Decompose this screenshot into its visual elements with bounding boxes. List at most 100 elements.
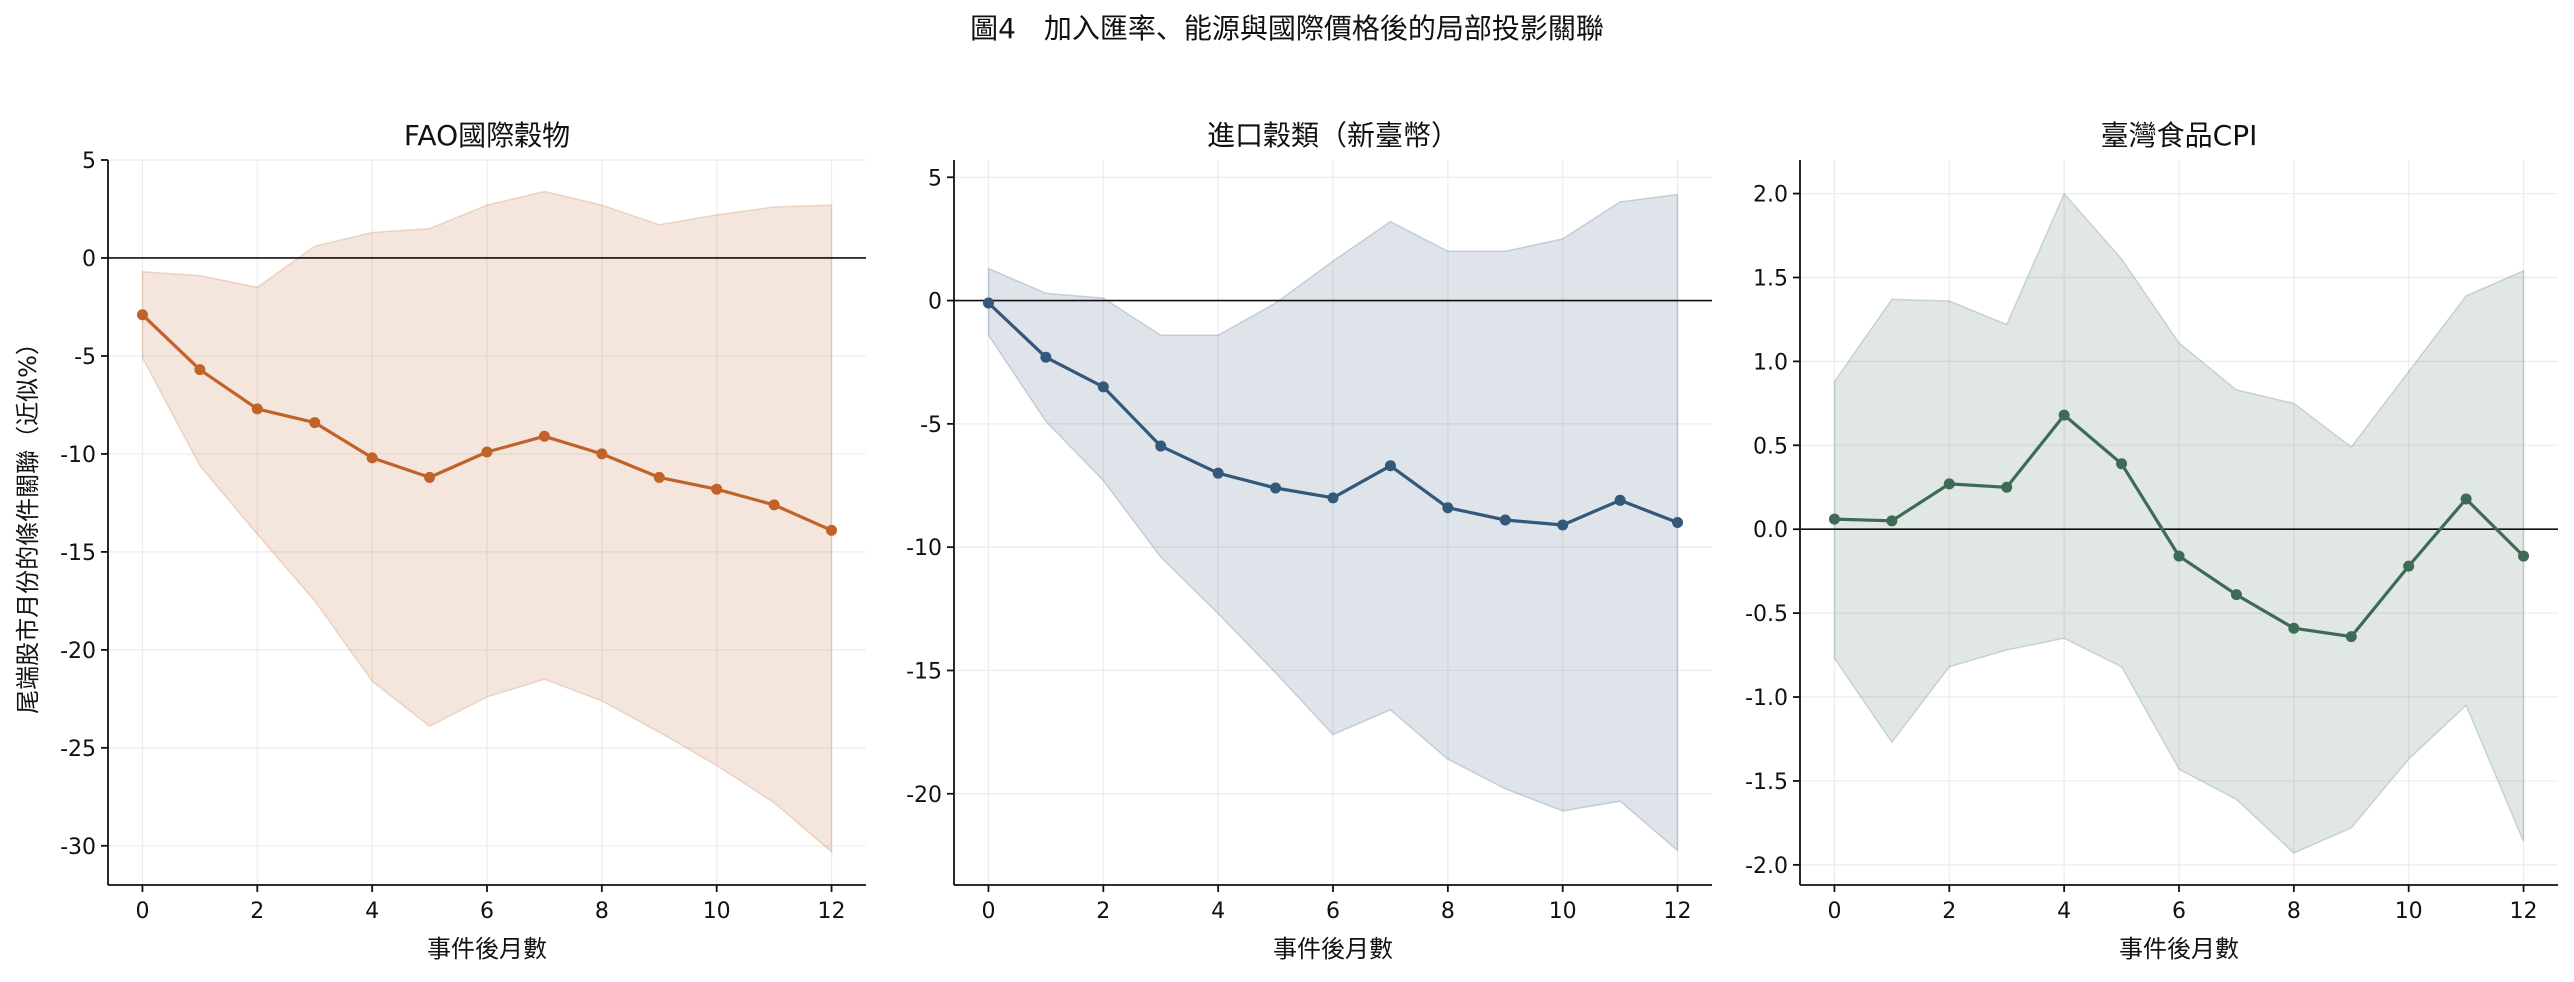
data-point [2518, 550, 2530, 562]
data-point [2173, 550, 2185, 562]
x-tick-label: 8 [2287, 899, 2301, 924]
data-point [1212, 467, 1224, 479]
chart-panel-2: 5 0 -5 -10 -15 -20 0 2 4 6 8 10 12 進口穀類（新臺幣） 事件後月數 [906, 119, 1712, 963]
data-point [1557, 519, 1569, 531]
panel-title: 臺灣食品CPI [2101, 119, 2258, 152]
data-point [982, 297, 994, 309]
x-tick-label: 8 [595, 899, 609, 924]
y-tick-label: -2.0 [1745, 854, 1788, 879]
x-tick-label: 2 [1096, 899, 1110, 924]
data-point [136, 309, 148, 321]
y-tick-label: 2.0 [1753, 183, 1788, 208]
y-tick-label: 0 [82, 247, 96, 272]
x-tick-label: 4 [2057, 899, 2071, 924]
data-point [2116, 458, 2128, 470]
data-point [596, 448, 608, 460]
y-tick-label: 0.0 [1753, 518, 1788, 543]
data-point [1499, 514, 1511, 526]
data-point [1828, 513, 1840, 525]
y-tick-label: -1.0 [1745, 686, 1788, 711]
y-tick-label: -30 [60, 835, 96, 860]
y-tick-label: -15 [906, 659, 942, 684]
data-point [2288, 622, 2300, 634]
data-point [2403, 560, 2415, 572]
data-point [194, 364, 206, 376]
chart-panel-1: 5 0 -5 -10 -15 -20 -25 -30 0 2 4 6 8 10 12 FAO國際穀物事件後月數… [14, 119, 866, 963]
x-tick-label: 4 [365, 899, 379, 924]
y-axis-label: 尾端股市月份的條件關聯（近似%） [14, 331, 42, 714]
x-axis-label: 事件後月數 [427, 935, 547, 963]
data-point [826, 524, 838, 536]
x-tick-label: 4 [1211, 899, 1225, 924]
x-tick-label: 10 [1549, 899, 1577, 924]
x-tick-label: 10 [703, 899, 731, 924]
data-point [2058, 409, 2070, 421]
data-point [1943, 478, 1955, 490]
panel-title: FAO國際穀物 [404, 119, 570, 152]
confidence-band [1833, 192, 2525, 854]
data-point [1327, 492, 1339, 504]
x-tick-label: 6 [480, 899, 494, 924]
confidence-band [141, 190, 833, 854]
y-tick-label: -10 [906, 536, 942, 561]
y-tick-label: 1.5 [1753, 266, 1788, 291]
x-tick-label: 2 [250, 899, 264, 924]
panel-title: 進口穀類（新臺幣） [1207, 119, 1459, 152]
x-tick-label: 0 [1827, 899, 1841, 924]
x-tick-label: 8 [1441, 899, 1455, 924]
data-point [538, 430, 550, 442]
data-point [1886, 515, 1898, 527]
y-tick-label: 1.0 [1753, 350, 1788, 375]
y-tick-label: 5 [928, 166, 942, 191]
data-point [309, 417, 321, 429]
data-point [1155, 440, 1167, 452]
y-tick-label: 0.5 [1753, 434, 1788, 459]
y-tick-label: -0.5 [1745, 602, 1788, 627]
x-tick-label: 12 [818, 899, 846, 924]
gridlines [1800, 160, 2558, 885]
y-tick-label: -15 [60, 541, 96, 566]
gridlines [108, 159, 866, 885]
data-point [653, 471, 665, 483]
data-point [1270, 482, 1282, 494]
x-axis-label: 事件後月數 [2119, 935, 2239, 963]
x-axis-label: 事件後月數 [1273, 935, 1393, 963]
x-tick-label: 10 [2395, 899, 2423, 924]
data-point [1097, 381, 1109, 393]
y-tick-label: 5 [82, 149, 96, 174]
figure-title: 圖4 加入匯率、能源與國際價格後的局部投影關聯 [970, 12, 1604, 45]
data-point [1442, 502, 1454, 514]
data-point [251, 403, 263, 415]
data-point [424, 471, 436, 483]
panels: 5 0 -5 -10 -15 -20 -25 -30 0 2 4 6 8 10 12 FAO國際穀物事件後月數… [14, 119, 2558, 963]
y-tick-label: -25 [60, 737, 96, 762]
x-tick-label: 0 [135, 899, 149, 924]
y-tick-label: -1.5 [1745, 770, 1788, 795]
x-tick-label: 12 [2510, 899, 2538, 924]
x-tick-label: 12 [1664, 899, 1692, 924]
y-tick-label: -5 [920, 413, 942, 438]
data-point [711, 483, 723, 495]
confidence-band [987, 193, 1679, 853]
data-point [1672, 517, 1684, 528]
x-tick-label: 6 [1326, 899, 1340, 924]
data-point [2460, 493, 2472, 505]
x-tick-label: 6 [2172, 899, 2186, 924]
y-tick-label: 0 [928, 290, 942, 315]
data-point [2001, 481, 2013, 493]
data-point [1614, 494, 1626, 506]
x-tick-label: 2 [1942, 899, 1956, 924]
y-tick-label: -20 [60, 639, 96, 664]
data-point [1040, 351, 1052, 363]
y-tick-label: -20 [906, 783, 942, 808]
data-point [481, 446, 493, 458]
data-point [1384, 460, 1396, 472]
y-tick-label: -5 [74, 345, 96, 370]
x-tick-label: 0 [981, 899, 995, 924]
data-point [768, 499, 780, 511]
data-point [2345, 631, 2357, 643]
chart-panel-3: 2.0 1.5 1.0 0.5 0.0 -0.5 -1.0 -1.5 -2.0 0 2 4 6 8 10 12… [1745, 119, 2558, 963]
data-point [366, 452, 378, 464]
y-tick-label: -10 [60, 443, 96, 468]
